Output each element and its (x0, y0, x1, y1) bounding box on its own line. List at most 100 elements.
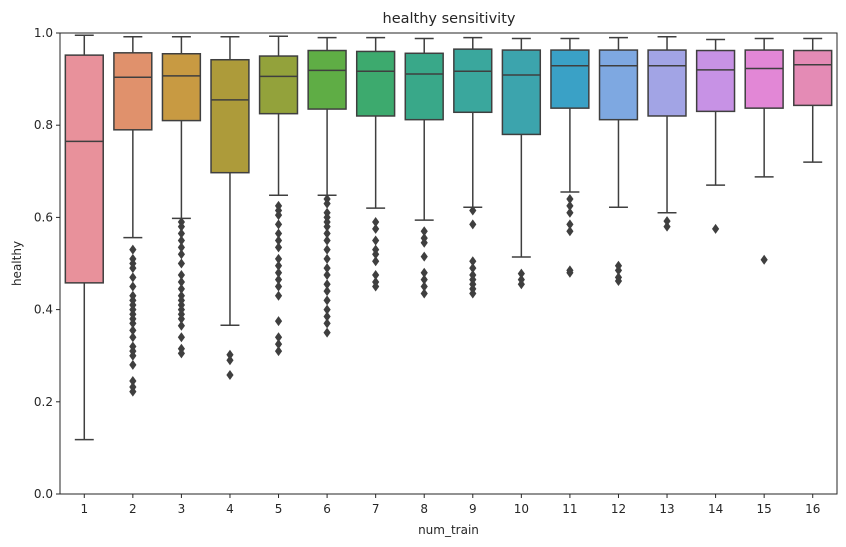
outlier-point (129, 350, 137, 361)
outlier-point (274, 228, 283, 239)
outlier-point (420, 267, 428, 278)
outlier-point (372, 270, 380, 281)
outlier-point (274, 316, 283, 327)
outlier-point (323, 311, 331, 322)
outlier-point (274, 260, 283, 271)
box-iqr (744, 49, 784, 109)
outlier-point (177, 276, 186, 287)
outlier-point (420, 274, 428, 285)
outlier-point (323, 327, 331, 338)
outlier-point (566, 267, 574, 278)
y-tick-label: 0.8 (34, 118, 53, 132)
outlier-point (614, 276, 623, 287)
outlier-point (177, 348, 186, 359)
outlier-point (323, 253, 331, 264)
outlier-point (129, 318, 137, 329)
y-axis-title: healthy (10, 241, 24, 286)
outlier-point (177, 221, 186, 232)
outlier-point (420, 226, 428, 237)
box-group-13 (647, 35, 687, 232)
box-iqr (258, 55, 299, 115)
x-tick-label: 11 (562, 502, 577, 516)
y-axis: 0.0 0.2 0.4 0.6 0.8 1.0 (34, 26, 60, 501)
outlier-point (177, 258, 186, 269)
box-iqr (161, 52, 202, 122)
outlier-point (469, 256, 477, 267)
outlier-point (614, 265, 623, 276)
box-iqr (64, 54, 104, 284)
box-group-7 (355, 36, 396, 292)
outlier-point (177, 235, 186, 246)
outlier-point (372, 235, 380, 246)
outlier-point (469, 205, 477, 216)
outlier-point (274, 210, 283, 221)
outlier-point (566, 193, 574, 204)
box-iqr (355, 50, 396, 117)
outlier-point (372, 223, 380, 234)
x-tick-label: 4 (226, 502, 234, 516)
outlier-point (274, 235, 283, 246)
outlier-point (323, 235, 331, 246)
outlier-point (323, 304, 331, 315)
outlier-point (323, 198, 331, 209)
x-tick-label: 2 (129, 502, 137, 516)
x-tick-label: 10 (514, 502, 529, 516)
outlier-point (469, 263, 477, 274)
outlier-point (274, 219, 283, 230)
outlier-point (566, 226, 574, 237)
outlier-point (323, 286, 331, 297)
outlier-point (711, 223, 720, 234)
outlier-point (372, 249, 380, 260)
outlier-point (129, 263, 137, 274)
box-group-4 (210, 35, 250, 381)
outlier-point (226, 349, 234, 360)
outlier-point (129, 272, 137, 283)
outlier-point (323, 318, 331, 329)
box-group-6 (307, 36, 347, 338)
box-group-9 (453, 36, 493, 299)
box-iqr (113, 52, 153, 131)
box-iqr (598, 49, 639, 121)
box-group-10 (501, 37, 542, 290)
outlier-point (372, 256, 380, 267)
outlier-point (177, 249, 186, 260)
box-group-5 (258, 35, 299, 357)
outlier-point (566, 200, 574, 211)
outlier-point (177, 242, 186, 253)
y-tick-label: 0.2 (34, 395, 53, 409)
outlier-point (129, 325, 137, 336)
box-group-14 (695, 38, 736, 234)
outlier-point (129, 332, 137, 343)
outlier-point (469, 288, 477, 299)
box-iqr (695, 49, 736, 113)
x-tick-label: 12 (611, 502, 626, 516)
box-group-12 (598, 36, 639, 287)
outlier-point (566, 207, 574, 218)
outlier-point (129, 386, 137, 397)
outlier-point (420, 251, 428, 262)
plot-area (64, 34, 833, 441)
y-tick-label: 0.6 (34, 210, 53, 224)
x-tick-label: 15 (757, 502, 772, 516)
outlier-point (420, 288, 428, 299)
box-iqr (453, 48, 493, 114)
outlier-point (372, 281, 380, 292)
outlier-point (226, 355, 234, 366)
outlier-point (226, 370, 234, 381)
plot-frame (59, 32, 838, 495)
outlier-point (177, 320, 186, 331)
outlier-point (323, 295, 331, 306)
outlier-point (323, 263, 331, 274)
outlier-point (274, 274, 283, 285)
outlier-point (129, 376, 137, 387)
x-tick-label: 13 (659, 502, 674, 516)
box-iqr (307, 49, 347, 110)
outlier-point (323, 244, 331, 255)
outlier-point (420, 281, 428, 292)
outlier-point (274, 267, 283, 278)
outlier-point (663, 216, 671, 227)
x-tick-label: 3 (178, 502, 186, 516)
outlier-point (177, 270, 186, 281)
outlier-point (274, 242, 283, 253)
chart-title: healthy sensitivity (383, 11, 516, 27)
